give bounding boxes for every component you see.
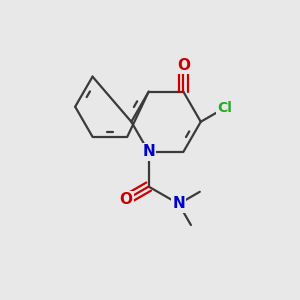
Text: Cl: Cl <box>218 101 232 115</box>
Text: N: N <box>142 144 155 159</box>
Text: N: N <box>172 196 185 211</box>
Text: O: O <box>177 58 190 73</box>
Text: O: O <box>120 192 133 207</box>
